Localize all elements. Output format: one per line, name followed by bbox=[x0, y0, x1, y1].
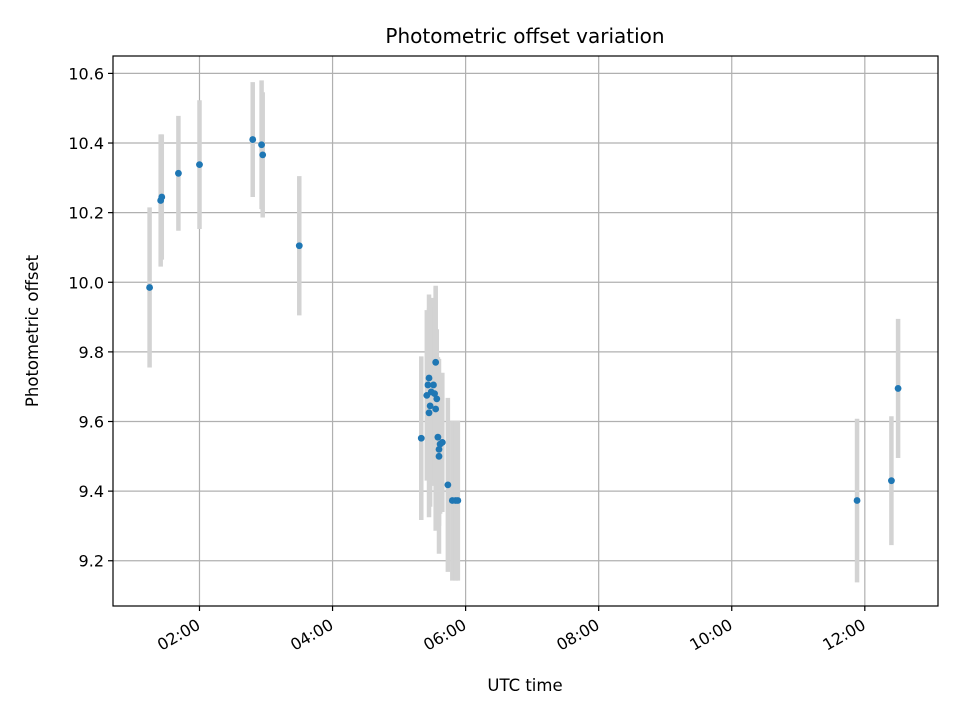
y-tick-label: 10.4 bbox=[68, 134, 104, 153]
data-point bbox=[426, 402, 434, 410]
data-point bbox=[146, 284, 153, 291]
data-point bbox=[894, 385, 902, 392]
data-point bbox=[425, 374, 433, 382]
data-point bbox=[435, 445, 443, 453]
data-point bbox=[431, 390, 438, 398]
y-axis: 9.2 9.4 9.6 9.8 10.0 10.2 10.4 10.6 bbox=[68, 64, 113, 571]
data-point bbox=[435, 452, 443, 460]
data-point bbox=[417, 434, 425, 442]
data-point bbox=[424, 381, 432, 389]
data-point bbox=[258, 141, 265, 149]
plot-frame bbox=[112, 55, 939, 607]
chart-title: Photometric offset variation bbox=[385, 24, 664, 48]
data-point bbox=[432, 358, 440, 366]
data-point bbox=[425, 409, 433, 417]
data-point bbox=[433, 395, 441, 403]
x-axis-label: UTC time bbox=[487, 676, 562, 695]
data-point bbox=[444, 481, 452, 489]
data-point bbox=[259, 151, 267, 159]
data-point bbox=[438, 438, 446, 446]
data-point bbox=[196, 161, 203, 169]
y-tick-label: 9.8 bbox=[79, 343, 104, 362]
data-point bbox=[853, 497, 861, 504]
data-point bbox=[158, 193, 166, 201]
y-tick-label: 9.2 bbox=[79, 552, 104, 571]
y-tick-label: 9.6 bbox=[79, 413, 104, 432]
data-point bbox=[295, 242, 303, 250]
data-point bbox=[454, 497, 462, 504]
y-tick-label: 9.4 bbox=[79, 482, 104, 501]
y-axis-label: Photometric offset bbox=[23, 254, 42, 407]
grid bbox=[113, 56, 938, 606]
y-tick-label: 10.6 bbox=[68, 64, 104, 83]
data-point bbox=[434, 433, 442, 441]
data-point bbox=[249, 136, 257, 143]
data-point bbox=[430, 381, 437, 389]
data-point bbox=[432, 405, 440, 413]
y-tick-label: 10.2 bbox=[68, 204, 104, 223]
data-point bbox=[888, 477, 895, 485]
y-tick-label: 10.0 bbox=[68, 273, 104, 292]
data-points bbox=[146, 136, 902, 504]
data-point bbox=[175, 169, 182, 177]
